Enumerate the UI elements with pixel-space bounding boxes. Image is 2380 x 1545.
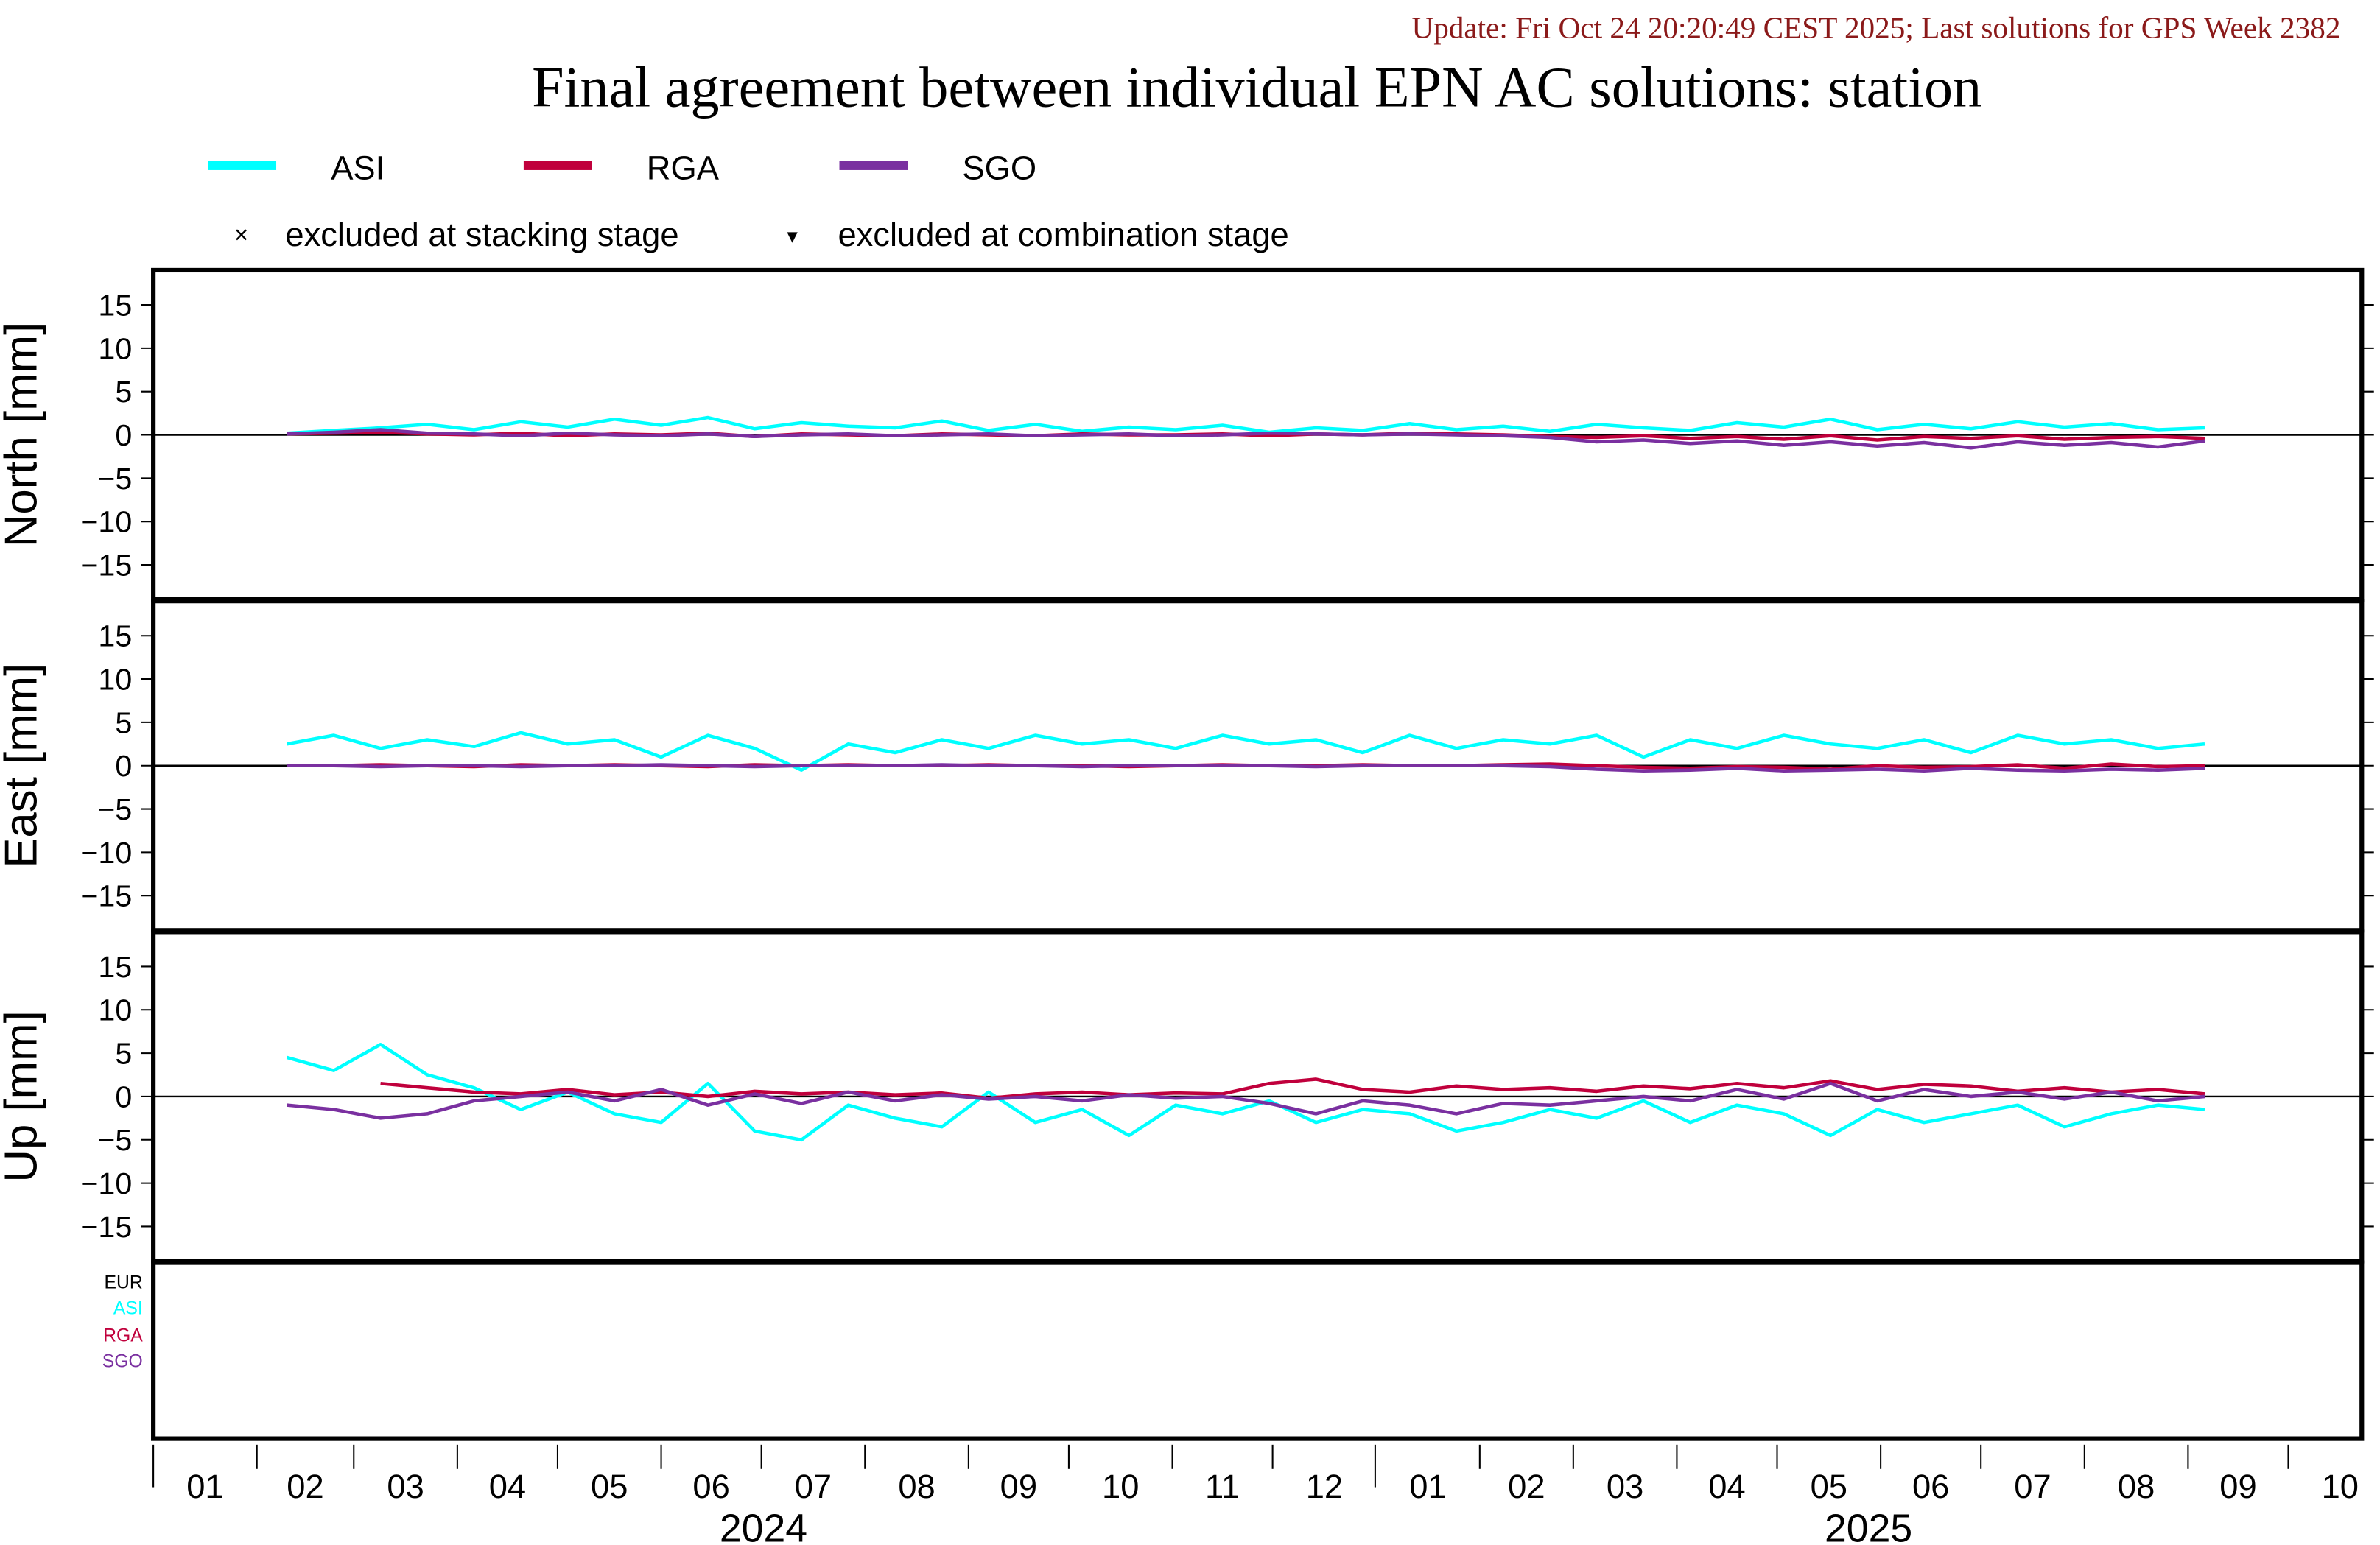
year-label-2025: 2025 bbox=[1825, 1507, 1912, 1545]
bottom-label-eur: EUR bbox=[104, 1273, 142, 1293]
panel-east: East [mm] 15 10 5 0 −5 −10 −15 bbox=[0, 599, 2374, 933]
legend: ASI RGA SGO × excluded at stacking stage… bbox=[208, 149, 1289, 253]
month-label: 05 bbox=[591, 1468, 628, 1505]
y-axis-label: North [mm] bbox=[0, 323, 46, 548]
month-label: 06 bbox=[692, 1468, 729, 1505]
month-label: 11 bbox=[1205, 1468, 1240, 1505]
triangle-marker-icon: ▾ bbox=[787, 225, 798, 248]
y-tick-label: 15 bbox=[98, 288, 132, 322]
legend-label-sgo: SGO bbox=[962, 149, 1036, 186]
y-tick-label: 0 bbox=[115, 1080, 132, 1113]
month-label: 04 bbox=[1708, 1468, 1745, 1505]
cross-marker-icon: × bbox=[234, 221, 248, 248]
y-tick-label: −5 bbox=[97, 792, 132, 826]
y-tick-label: 10 bbox=[98, 331, 132, 365]
bottom-panel-frame bbox=[151, 1260, 2365, 1441]
month-label: 12 bbox=[1306, 1468, 1343, 1505]
y-tick-label: −15 bbox=[80, 1210, 132, 1244]
year-label-2024: 2024 bbox=[720, 1507, 807, 1545]
month-label: 09 bbox=[2219, 1468, 2256, 1505]
y-axis-label: Up [mm] bbox=[0, 1010, 46, 1182]
legend-swatch-asi bbox=[208, 161, 277, 170]
series-line-asi bbox=[287, 731, 2205, 772]
panel-up: Up [mm] 15 10 5 0 −5 −10 −15 bbox=[0, 929, 2374, 1264]
bottom-label-rga: RGA bbox=[103, 1326, 143, 1346]
month-label: 10 bbox=[1102, 1468, 1139, 1505]
month-label: 01 bbox=[1409, 1468, 1446, 1505]
y-tick-label: 15 bbox=[98, 950, 132, 984]
legend-swatch-rga bbox=[523, 161, 592, 170]
panels: North [mm] 15 10 5 0 −5 −10 −15 East [mm] 15 10 5 0 −… bbox=[0, 267, 2374, 1264]
y-axis-label: East [mm] bbox=[0, 664, 46, 868]
y-tick-label: 10 bbox=[98, 993, 132, 1027]
y-tick-label: 10 bbox=[98, 662, 132, 696]
month-label: 01 bbox=[186, 1468, 223, 1505]
legend-excluded-combination: excluded at combination stage bbox=[838, 216, 1288, 253]
month-label: 02 bbox=[287, 1468, 323, 1505]
y-tick-label: 15 bbox=[98, 619, 132, 653]
y-tick-label: −15 bbox=[80, 879, 132, 913]
y-tick-label: −5 bbox=[97, 1123, 132, 1157]
series-line-sgo bbox=[287, 763, 2205, 772]
month-label: 09 bbox=[1000, 1468, 1037, 1505]
month-label: 08 bbox=[898, 1468, 935, 1505]
series-line-asi bbox=[286, 1042, 2205, 1142]
x-axis: 2024 2025 01 02 03 04 05 06 07 08 09 10 11 12 01 02 03… bbox=[152, 1444, 2359, 1545]
legend-label-rga: RGA bbox=[647, 149, 720, 186]
month-label: 07 bbox=[795, 1468, 832, 1505]
legend-label-asi: ASI bbox=[331, 149, 385, 186]
y-tick-label: 0 bbox=[115, 749, 132, 783]
bottom-panel: EUR ASI RGA SGO bbox=[102, 1260, 2365, 1441]
month-label: 02 bbox=[1508, 1468, 1545, 1505]
bottom-label-sgo: SGO bbox=[102, 1352, 143, 1372]
update-text: Update: Fri Oct 24 20:20:49 CEST 2025; L… bbox=[1411, 11, 2340, 45]
series-line-sgo bbox=[287, 428, 2205, 450]
bottom-label-asi: ASI bbox=[113, 1299, 143, 1319]
y-tick-label: −10 bbox=[80, 505, 132, 539]
month-label: 10 bbox=[2322, 1468, 2359, 1505]
month-label: 08 bbox=[2118, 1468, 2155, 1505]
y-tick-label: −5 bbox=[97, 462, 132, 496]
series-line-rga bbox=[380, 1077, 2205, 1100]
chart-title: Final agreement between individual EPN A… bbox=[532, 54, 1981, 119]
y-tick-label: −15 bbox=[80, 548, 132, 582]
month-label: 03 bbox=[1607, 1468, 1643, 1505]
y-tick-label: 5 bbox=[115, 1037, 132, 1071]
legend-excluded-stacking: excluded at stacking stage bbox=[285, 216, 678, 253]
y-tick-label: 5 bbox=[115, 375, 132, 409]
series-line-sgo bbox=[287, 1081, 2205, 1120]
panel-north: North [mm] 15 10 5 0 −5 −10 −15 bbox=[0, 267, 2374, 602]
series-line-asi bbox=[287, 415, 2205, 435]
month-label: 06 bbox=[1912, 1468, 1949, 1505]
month-label: 04 bbox=[489, 1468, 526, 1505]
y-tick-label: 0 bbox=[115, 418, 132, 452]
y-tick-label: −10 bbox=[80, 1166, 132, 1200]
y-tick-label: −10 bbox=[80, 836, 132, 870]
month-label: 07 bbox=[2014, 1468, 2051, 1505]
legend-swatch-sgo bbox=[839, 161, 908, 170]
month-label: 05 bbox=[1811, 1468, 1847, 1505]
y-tick-label: 5 bbox=[115, 705, 132, 739]
month-label: 03 bbox=[387, 1468, 424, 1505]
